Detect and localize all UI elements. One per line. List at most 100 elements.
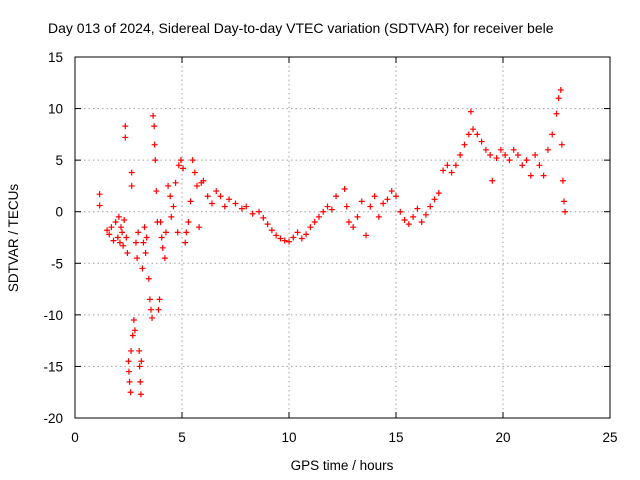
- data-point: [519, 162, 526, 169]
- data-point: [440, 167, 447, 174]
- data-point: [182, 239, 189, 246]
- data-point: [268, 227, 275, 234]
- data-point: [410, 213, 417, 220]
- data-point: [134, 255, 141, 262]
- data-point: [523, 157, 530, 164]
- data-point: [465, 131, 472, 138]
- data-point: [315, 213, 322, 220]
- data-point: [371, 193, 378, 200]
- chart-title: Day 013 of 2024, Sidereal Day-to-day VTE…: [48, 20, 554, 36]
- data-point: [238, 205, 245, 212]
- data-point: [204, 193, 211, 200]
- data-point: [174, 229, 181, 236]
- data-point: [427, 203, 434, 210]
- data-point: [452, 162, 459, 169]
- data-point: [532, 151, 539, 158]
- data-point: [123, 234, 130, 241]
- data-point: [130, 317, 137, 324]
- data-point: [141, 224, 148, 231]
- data-point: [96, 202, 103, 209]
- data-point: [180, 165, 187, 172]
- data-point: [96, 191, 103, 198]
- data-point: [128, 169, 135, 176]
- data-point: [562, 208, 569, 215]
- data-point: [527, 172, 534, 179]
- data-point: [298, 235, 305, 242]
- data-point: [137, 391, 144, 398]
- data-point: [122, 134, 129, 141]
- data-point: [341, 186, 348, 193]
- data-point: [200, 177, 207, 184]
- data-point: [193, 182, 200, 189]
- data-point: [196, 224, 203, 231]
- data-point: [482, 146, 489, 153]
- data-point: [110, 237, 117, 244]
- x-tick-label: 20: [495, 430, 510, 445]
- data-point: [151, 141, 158, 148]
- data-point: [431, 196, 438, 203]
- data-point: [158, 234, 165, 241]
- data-point: [418, 219, 425, 226]
- data-point: [136, 347, 143, 354]
- data-point: [307, 224, 314, 231]
- data-point: [286, 238, 292, 245]
- data-point: [478, 138, 485, 145]
- data-point: [328, 206, 335, 213]
- data-point: [183, 229, 190, 236]
- data-point: [153, 188, 160, 195]
- axis-ticks: 0 5 10 15 20 25 -20 -15 -10 -5 0 5 10 15: [43, 50, 617, 445]
- data-point: [115, 213, 122, 220]
- data-points: [96, 87, 569, 398]
- data-point: [122, 123, 129, 130]
- data-point: [448, 169, 455, 176]
- data-point: [414, 205, 421, 212]
- data-point: [384, 196, 391, 203]
- data-point: [120, 242, 127, 249]
- data-point: [345, 219, 352, 226]
- data-point: [256, 208, 263, 215]
- data-point: [333, 193, 340, 200]
- y-tick-label: 10: [48, 102, 63, 117]
- data-point: [140, 239, 147, 246]
- data-point: [217, 193, 224, 200]
- data-point: [126, 378, 133, 385]
- data-point: [559, 177, 566, 184]
- data-point: [119, 229, 126, 236]
- data-point: [457, 151, 464, 158]
- data-point: [191, 169, 198, 176]
- data-point: [185, 219, 192, 226]
- x-tick-label: 25: [602, 430, 617, 445]
- data-point: [375, 213, 382, 220]
- grid-lines: [75, 57, 610, 418]
- x-tick-label: 10: [281, 430, 296, 445]
- data-point: [157, 219, 164, 226]
- data-point: [294, 229, 301, 236]
- data-point: [249, 210, 256, 217]
- data-point: [311, 219, 318, 226]
- data-point: [142, 249, 149, 256]
- data-point: [470, 126, 477, 133]
- data-point: [489, 177, 496, 184]
- data-point: [104, 227, 111, 234]
- data-point: [536, 162, 543, 169]
- data-point: [401, 216, 408, 223]
- data-point: [137, 378, 144, 385]
- data-point: [273, 232, 280, 239]
- data-point: [155, 306, 162, 313]
- data-point: [149, 314, 156, 321]
- data-point: [405, 221, 412, 228]
- data-point: [540, 172, 547, 179]
- data-point: [147, 306, 154, 313]
- data-point: [135, 229, 142, 236]
- data-point: [281, 237, 288, 244]
- data-point: [444, 162, 451, 169]
- data-point: [324, 203, 331, 210]
- data-point: [146, 296, 153, 303]
- data-point: [108, 224, 115, 231]
- data-point: [139, 265, 146, 272]
- data-point: [303, 231, 310, 238]
- data-point: [132, 239, 139, 246]
- data-point: [145, 275, 152, 282]
- y-tick-label: -15: [43, 359, 63, 374]
